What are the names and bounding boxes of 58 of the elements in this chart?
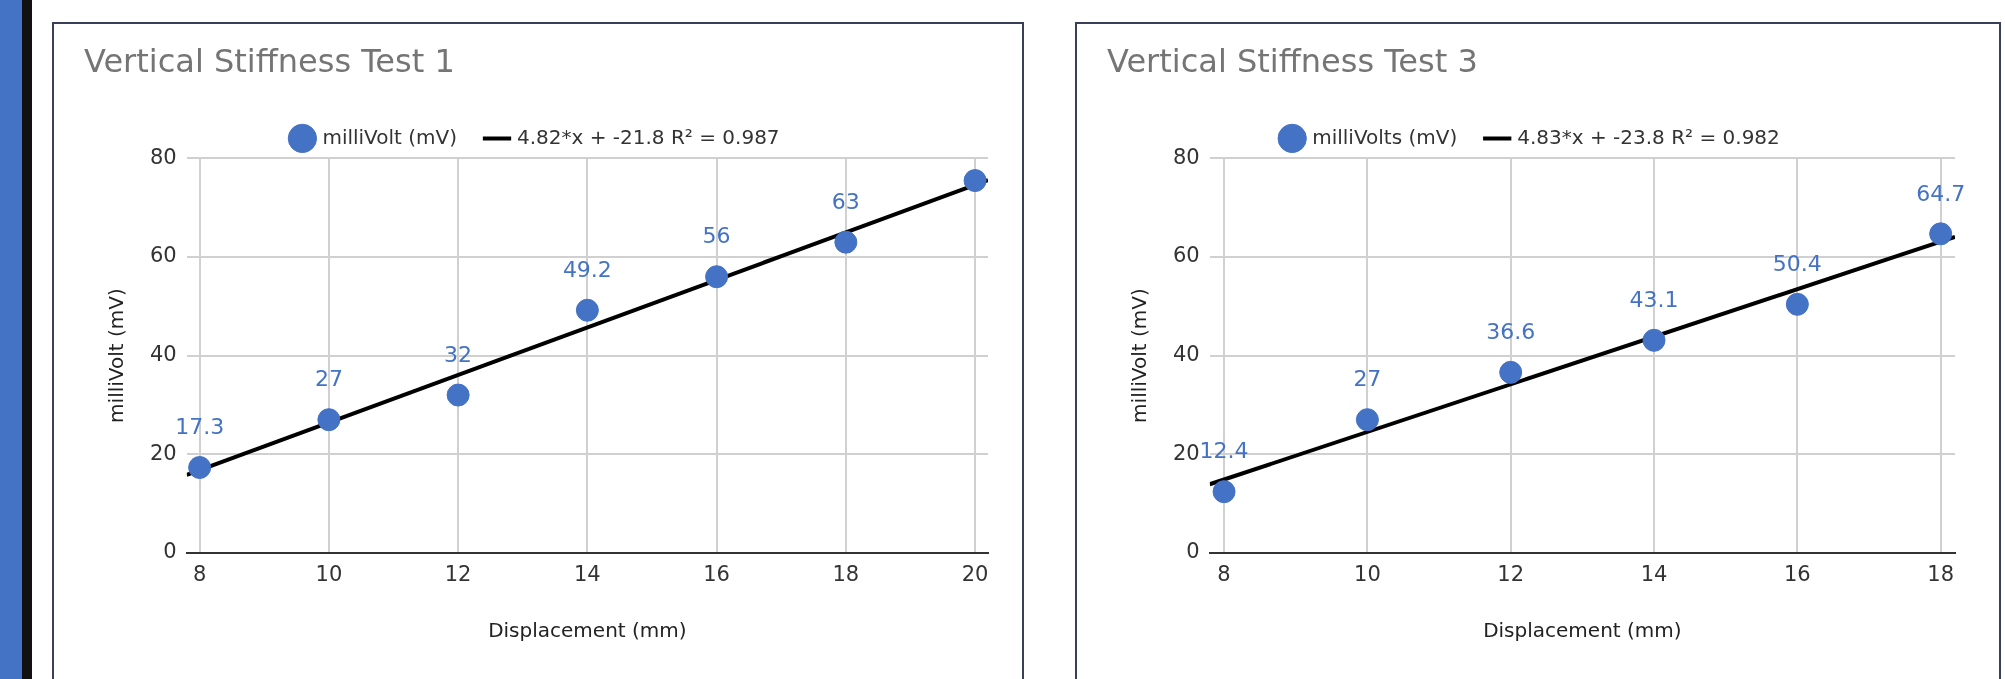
point bbox=[1355, 408, 1379, 432]
point bbox=[188, 456, 212, 480]
x-tick-label: 8 bbox=[1217, 561, 1231, 586]
data-label: 64.7 bbox=[1916, 180, 1966, 206]
point bbox=[317, 408, 341, 432]
x-tick-label: 10 bbox=[315, 561, 343, 586]
point bbox=[446, 383, 470, 407]
data-label: 36.6 bbox=[1486, 319, 1536, 345]
x-tick-label: 18 bbox=[832, 561, 860, 586]
x-tick-label: 12 bbox=[444, 561, 472, 586]
data-label: 17.3 bbox=[175, 414, 225, 440]
point bbox=[1785, 292, 1809, 316]
data-label: 56 bbox=[702, 223, 731, 249]
y-tick-label: 80 bbox=[149, 144, 177, 169]
data-label: 63 bbox=[831, 188, 860, 214]
point bbox=[963, 169, 987, 193]
y-tick-label: 20 bbox=[149, 440, 177, 465]
point bbox=[1929, 222, 1953, 246]
y-tick-label: 60 bbox=[1172, 243, 1200, 268]
y-tick-label: 80 bbox=[1172, 144, 1200, 169]
chart-title: Vertical Stiffness Test 3 bbox=[1107, 41, 1478, 80]
x-tick-label: 12 bbox=[1497, 561, 1525, 586]
data-label: 27 bbox=[314, 366, 343, 392]
legend-label: milliVolt (mV) bbox=[322, 124, 458, 149]
x-axis-title: Displacement (mm) bbox=[488, 618, 687, 643]
point bbox=[1212, 480, 1236, 504]
x-tick-label: 8 bbox=[192, 561, 207, 586]
data-label: 32 bbox=[444, 341, 473, 367]
x-tick-label: 20 bbox=[961, 561, 989, 586]
point bbox=[1642, 328, 1666, 352]
point bbox=[1499, 360, 1523, 384]
y-tick-label: 20 bbox=[1172, 440, 1200, 465]
x-tick-label: 10 bbox=[1354, 561, 1381, 586]
y-tick-label: 60 bbox=[149, 243, 177, 268]
data-label: 27 bbox=[1353, 366, 1382, 392]
y-axis-title: milliVolt (mV) bbox=[104, 288, 129, 423]
y-axis-title: milliVolt (mV) bbox=[1127, 288, 1152, 423]
legend-label: 4.82*x + -21.8 R² = 0.987 bbox=[517, 124, 780, 149]
data-label: 43.1 bbox=[1629, 287, 1679, 313]
x-tick-label: 16 bbox=[703, 561, 730, 586]
x-tick-label: 14 bbox=[1640, 561, 1668, 586]
y-tick-label: 40 bbox=[149, 342, 177, 367]
legend-label: milliVolts (mV) bbox=[1312, 124, 1458, 149]
x-tick-label: 16 bbox=[1783, 561, 1811, 586]
point bbox=[834, 230, 858, 254]
data-label: 12.4 bbox=[1199, 438, 1249, 464]
point bbox=[705, 265, 729, 289]
chart-title: Vertical Stiffness Test 1 bbox=[84, 41, 455, 80]
point bbox=[575, 298, 599, 322]
x-tick-label: 14 bbox=[573, 561, 601, 586]
data-label: 50.4 bbox=[1772, 251, 1822, 277]
y-tick-label: 40 bbox=[1172, 342, 1200, 367]
x-tick-label: 18 bbox=[1927, 561, 1955, 586]
data-label: 49.2 bbox=[562, 256, 612, 282]
y-tick-label: 0 bbox=[163, 539, 177, 564]
y-tick-label: 0 bbox=[1186, 539, 1200, 564]
legend-label: 4.83*x + -23.8 R² = 0.982 bbox=[1517, 124, 1780, 149]
x-axis-title: Displacement (mm) bbox=[1483, 618, 1682, 643]
